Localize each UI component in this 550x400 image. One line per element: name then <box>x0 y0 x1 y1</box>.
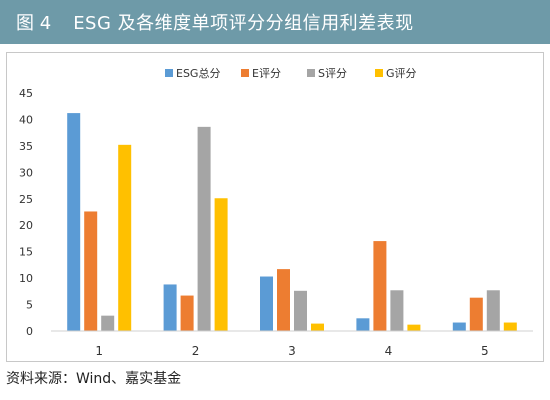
legend-label-1: E评分 <box>252 67 281 80</box>
bar-1-1 <box>180 295 194 331</box>
y-tick-label-8: 40 <box>19 113 33 126</box>
y-axis: 0 5 10 15 20 25 30 35 40 45 <box>19 87 33 338</box>
bars <box>67 113 517 331</box>
bar-0-0 <box>67 113 81 331</box>
legend-swatch-1 <box>241 69 249 77</box>
bar-3-2 <box>390 290 404 331</box>
source-note: 资料来源：Wind、嘉实基金 <box>6 371 182 387</box>
legend-label-3: G评分 <box>386 67 417 80</box>
x-tick-label-1: 2 <box>192 344 200 358</box>
legend-swatch-3 <box>375 69 383 77</box>
bar-3-1 <box>373 241 387 331</box>
bar-4-3 <box>503 322 517 331</box>
legend-swatch-2 <box>307 69 315 77</box>
bar-1-3 <box>214 198 228 331</box>
x-tick-label-2: 3 <box>288 344 296 358</box>
bar-1-2 <box>197 126 211 331</box>
bar-1-0 <box>163 284 177 331</box>
bar-2-3 <box>311 323 324 331</box>
bar-2-1 <box>277 269 290 331</box>
figure-number: 图 4 <box>16 13 52 34</box>
legend-swatch-0 <box>165 69 173 77</box>
x-tick-label-3: 4 <box>385 344 393 358</box>
bar-3-3 <box>407 324 421 331</box>
bar-2-0 <box>260 276 273 331</box>
x-tick-label-0: 1 <box>95 344 103 358</box>
legend-label-2: S评分 <box>318 67 347 80</box>
x-tick-label-4: 5 <box>481 344 489 358</box>
bar-4-2 <box>486 290 500 331</box>
y-tick-label-7: 35 <box>19 140 33 153</box>
y-tick-label-0: 0 <box>26 325 33 338</box>
figure-header: 图 4 ESG 及各维度单项评分分组信用利差表现 <box>0 0 550 44</box>
bar-0-3 <box>118 144 132 331</box>
bar-0-2 <box>101 315 115 331</box>
bar-4-0 <box>452 322 466 331</box>
bar-2-2 <box>294 290 307 331</box>
y-tick-label-3: 15 <box>19 246 33 259</box>
y-tick-label-2: 10 <box>19 272 33 285</box>
legend-label-0: ESG总分 <box>176 66 220 80</box>
bar-0-1 <box>84 211 98 331</box>
y-tick-label-1: 5 <box>26 299 33 312</box>
y-tick-label-9: 45 <box>19 87 33 100</box>
bar-3-0 <box>356 318 370 331</box>
y-tick-label-4: 20 <box>19 219 33 232</box>
legend: ESG总分 E评分 S评分 G评分 <box>165 66 417 80</box>
y-tick-label-5: 25 <box>19 193 33 206</box>
y-tick-label-6: 30 <box>19 166 33 179</box>
figure-title: ESG 及各维度单项评分分组信用利差表现 <box>73 13 414 34</box>
bar-4-1 <box>469 297 483 331</box>
x-axis: 1 2 3 4 5 <box>51 330 533 358</box>
